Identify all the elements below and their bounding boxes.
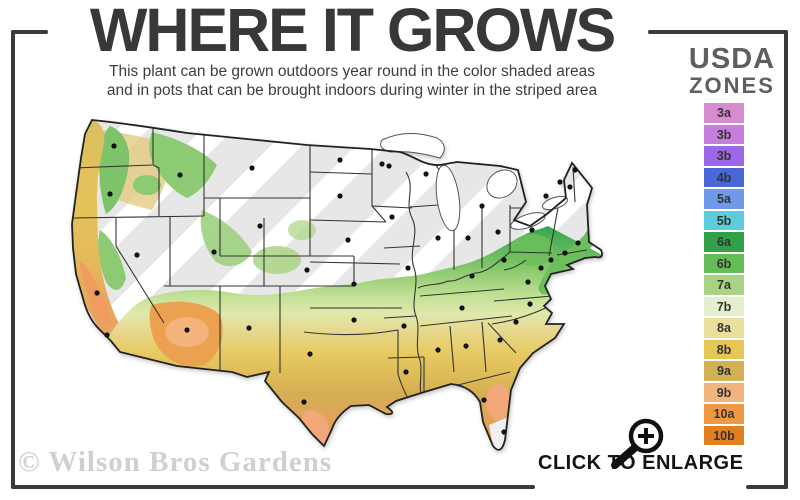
zone-swatch-7b: 7b (704, 296, 744, 316)
usda-zones-header-line1: USDA (688, 43, 776, 75)
zone-swatch-8a: 8a (704, 318, 744, 338)
usda-zones-header-line2: ZONES (689, 73, 775, 98)
zone-swatch-6b: 6b (704, 253, 744, 273)
zone-swatch-8b: 8b (704, 339, 744, 359)
subtitle: This plant can be grown outdoors year ro… (0, 62, 704, 100)
zone-swatch-9b: 9b (704, 382, 744, 402)
great-lakes (380, 133, 568, 232)
us-zone-map-svg (71, 119, 604, 451)
frame-border-bottom-right (746, 485, 788, 489)
frame-border-top-left (11, 30, 48, 34)
zone-swatch-9a: 9a (704, 361, 744, 381)
zone-swatch-10a: 10a (704, 404, 744, 424)
frame-border-right (784, 30, 788, 489)
frame-border-left (11, 30, 15, 489)
subtitle-line-1: This plant can be grown outdoors year ro… (109, 63, 595, 80)
zone-swatch-7a: 7a (704, 275, 744, 295)
frame-border-top-right (648, 30, 788, 34)
zone-swatch-5a: 5a (704, 189, 744, 209)
frame-border-bottom-left (11, 485, 535, 489)
zone-swatch-3b: 3b (704, 124, 744, 144)
usda-zones-header: USDA ZONES (688, 44, 776, 98)
usda-zones-legend: 3a 3b 3b 4b 5a 5b 6a 6b 7a 7b 8a 8b 9a 9b 10a 10b (704, 103, 744, 447)
zone-swatch-3a: 3a (704, 103, 744, 123)
zone-swatch-6a: 6a (704, 232, 744, 252)
city-dots (94, 143, 581, 435)
subtitle-line-2: and in pots that can be brought indoors … (106, 82, 598, 99)
click-to-enlarge-label[interactable]: CLICK TO ENLARGE (538, 452, 744, 474)
zone-swatch-3b: 3b (704, 146, 744, 166)
zone-swatch-10b: 10b (704, 425, 744, 445)
zone-swatch-4b: 4b (704, 167, 744, 187)
watermark: © Wilson Bros Gardens (18, 446, 333, 478)
map-fill-layers (72, 120, 603, 450)
us-zone-map[interactable] (52, 110, 624, 466)
magnifier-plus-icon[interactable] (598, 410, 668, 470)
zone-swatch-5b: 5b (704, 210, 744, 230)
page-title: WHERE IT GROWS (89, 0, 616, 64)
